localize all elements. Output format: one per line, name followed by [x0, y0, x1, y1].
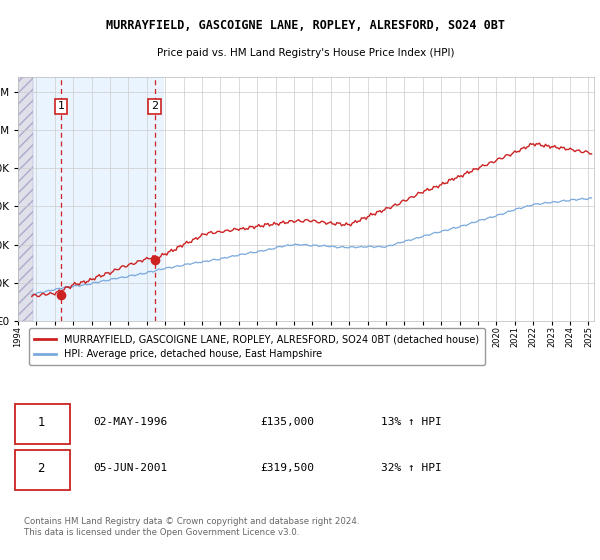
Bar: [18, 77, 164, 321]
Text: 13% ↑ HPI: 13% ↑ HPI: [381, 417, 442, 427]
Text: 32% ↑ HPI: 32% ↑ HPI: [381, 463, 442, 473]
Text: £135,000: £135,000: [260, 417, 314, 427]
Text: 02-MAY-1996: 02-MAY-1996: [93, 417, 167, 427]
Text: Price paid vs. HM Land Registry's House Price Index (HPI): Price paid vs. HM Land Registry's House …: [157, 48, 455, 58]
Text: 1: 1: [37, 416, 45, 429]
Bar: [18, 77, 33, 321]
Text: Contains HM Land Registry data © Crown copyright and database right 2024.
This d: Contains HM Land Registry data © Crown c…: [24, 517, 359, 536]
Text: £319,500: £319,500: [260, 463, 314, 473]
FancyBboxPatch shape: [15, 404, 70, 444]
FancyBboxPatch shape: [15, 450, 70, 490]
Text: 1: 1: [58, 101, 64, 111]
Legend: MURRAYFIELD, GASCOIGNE LANE, ROPLEY, ALRESFORD, SO24 0BT (detached house), HPI: : MURRAYFIELD, GASCOIGNE LANE, ROPLEY, ALR…: [29, 328, 485, 365]
Text: 05-JUN-2001: 05-JUN-2001: [93, 463, 167, 473]
Text: 2: 2: [37, 462, 45, 475]
Text: MURRAYFIELD, GASCOIGNE LANE, ROPLEY, ALRESFORD, SO24 0BT: MURRAYFIELD, GASCOIGNE LANE, ROPLEY, ALR…: [107, 20, 505, 32]
Text: 2: 2: [151, 101, 158, 111]
